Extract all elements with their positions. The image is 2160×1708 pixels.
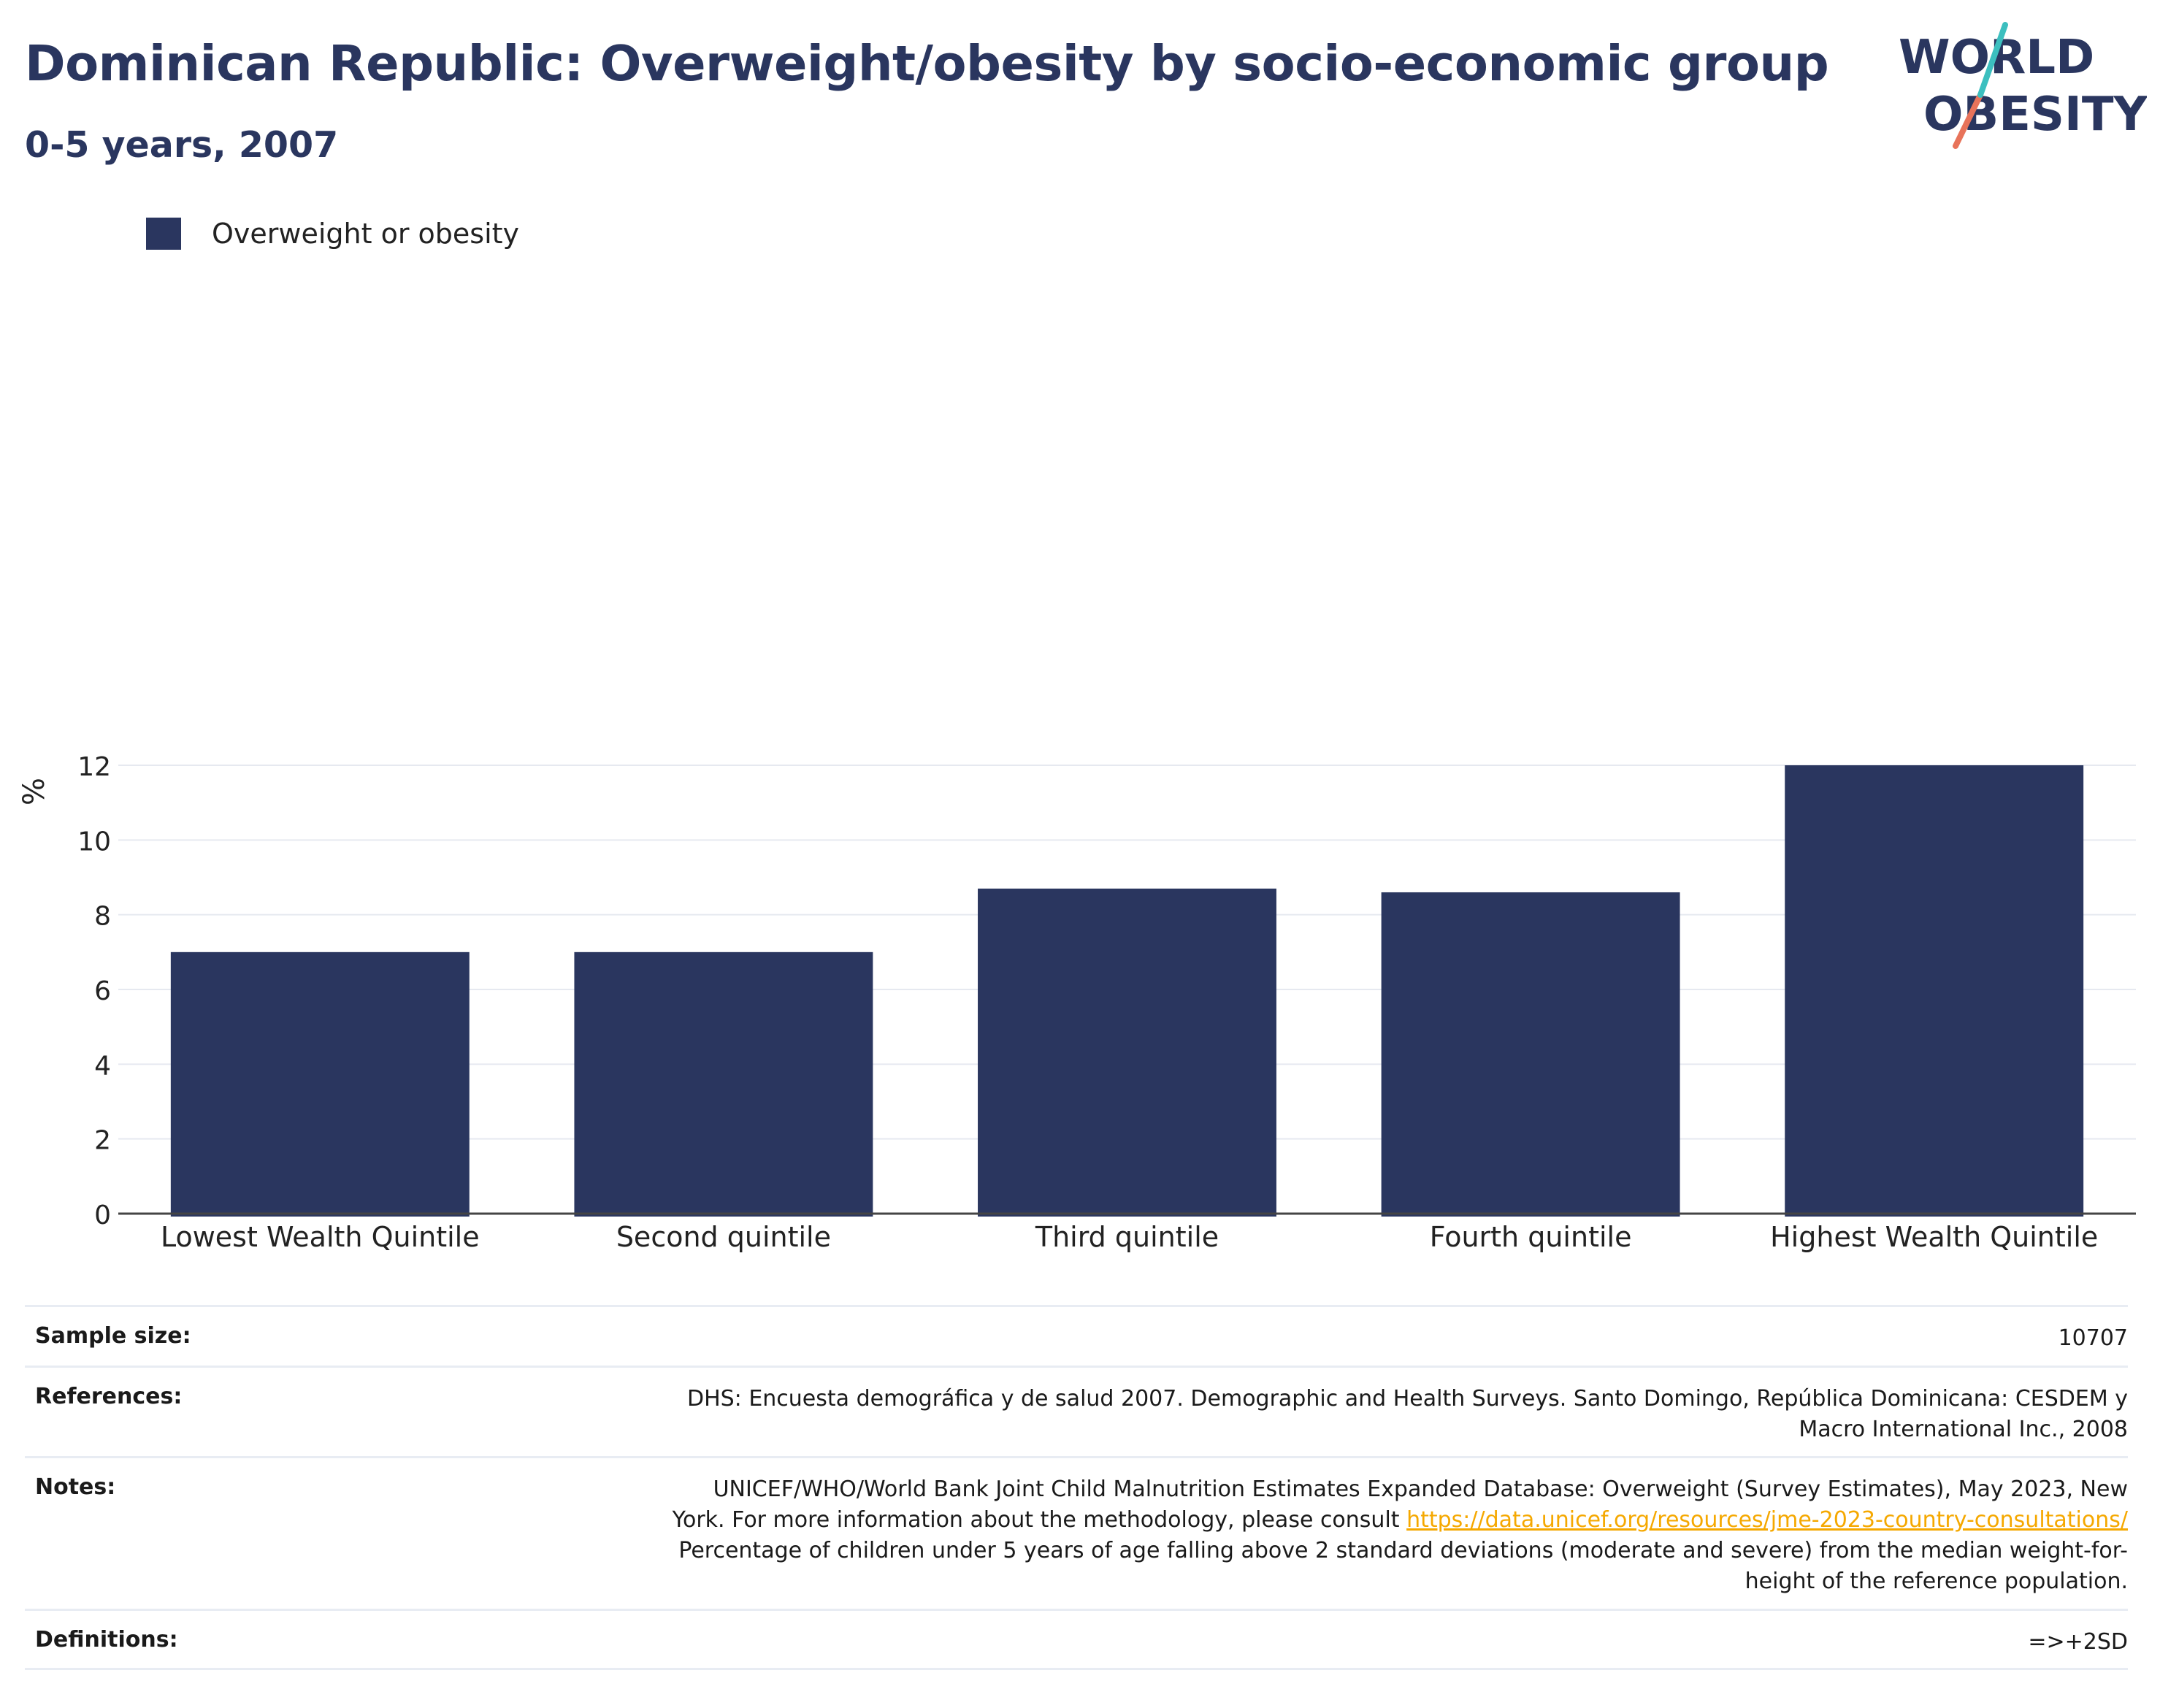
references-line: Macro International Inc., 2008 — [1799, 1417, 2128, 1442]
y-tick-label: 6 — [94, 976, 111, 1006]
notes-line: UNICEF/WHO/World Bank Joint Child Malnut… — [713, 1477, 2128, 1502]
info-table: Sample size: 10707 References: DHS: Encu… — [25, 1305, 2128, 1670]
legend-swatch — [146, 218, 181, 250]
y-tick-label: 10 — [77, 827, 111, 857]
definitions-row: Definitions: =>+2SD — [25, 1609, 2128, 1670]
sample-size-label: Sample size: — [35, 1323, 191, 1349]
x-tick-label: Highest Wealth Quintile — [1770, 1221, 2098, 1253]
notes-link[interactable]: https://data.unicef.org/resources/jme-20… — [1406, 1507, 2128, 1533]
references-value: DHS: Encuesta demográfica y de salud 200… — [687, 1384, 2128, 1445]
bar[interactable] — [978, 888, 1276, 1217]
notes-text: York. For more information about the met… — [672, 1507, 1400, 1533]
bar[interactable] — [1785, 765, 2084, 1217]
logo-line2: OBESITY — [1923, 88, 2147, 142]
references-row: References: DHS: Encuesta demográfica y … — [25, 1366, 2128, 1456]
logo-slash-coral — [1953, 92, 1983, 149]
notes-line: York. For more information about the met… — [673, 1505, 2128, 1536]
y-tick-label: 8 — [94, 902, 111, 932]
y-axis-ticks: 0 2 4 6 8 10 12 — [77, 752, 111, 1230]
references-line: DHS: Encuesta demográfica y de salud 200… — [686, 1386, 2128, 1412]
y-tick-label: 12 — [77, 752, 111, 782]
x-tick-label: Lowest Wealth Quintile — [161, 1221, 480, 1253]
bar[interactable] — [574, 951, 873, 1217]
sample-size-value: 10707 — [2058, 1325, 2128, 1351]
sample-size-row: Sample size: 10707 — [25, 1305, 2128, 1366]
world-obesity-logo: WORLD OBESITY — [1899, 22, 2147, 149]
bar-chart: 0 2 4 6 8 10 12 Lowest Wealth Quintile Second q… — [18, 752, 2136, 1253]
bars — [170, 765, 2084, 1217]
bar[interactable] — [170, 951, 470, 1217]
definitions-value: =>+2SD — [2028, 1629, 2128, 1655]
y-tick-label: 2 — [94, 1126, 111, 1156]
legend-label: Overweight or obesity — [212, 218, 520, 250]
logo-slash-teal — [1977, 22, 2008, 98]
x-axis-ticks: Lowest Wealth Quintile Second quintile Thi… — [161, 1221, 2098, 1253]
x-tick-label: Fourth quintile — [1430, 1221, 1632, 1253]
definitions-label: Definitions: — [35, 1627, 178, 1653]
notes-value: UNICEF/WHO/World Bank Joint Child Malnut… — [673, 1474, 2128, 1597]
references-label: References: — [35, 1384, 183, 1409]
x-tick-label: Third quintile — [1035, 1221, 1219, 1253]
y-axis-label: % — [18, 778, 51, 805]
y-tick-label: 4 — [94, 1051, 111, 1081]
notes-label: Notes: — [35, 1474, 116, 1500]
x-tick-label: Second quintile — [616, 1221, 831, 1253]
notes-row: Notes: UNICEF/WHO/World Bank Joint Child… — [25, 1456, 2128, 1609]
page-title: Dominican Republic: Overweight/obesity b… — [25, 35, 1829, 92]
chart-legend[interactable]: Overweight or obesity — [146, 218, 519, 250]
y-tick-label: 0 — [94, 1200, 111, 1230]
notes-line: height of the reference population. — [1745, 1569, 2128, 1594]
notes-line: Percentage of children under 5 years of … — [678, 1538, 2128, 1563]
page-subtitle: 0-5 years, 2007 — [25, 124, 339, 166]
bar[interactable] — [1381, 892, 1680, 1217]
